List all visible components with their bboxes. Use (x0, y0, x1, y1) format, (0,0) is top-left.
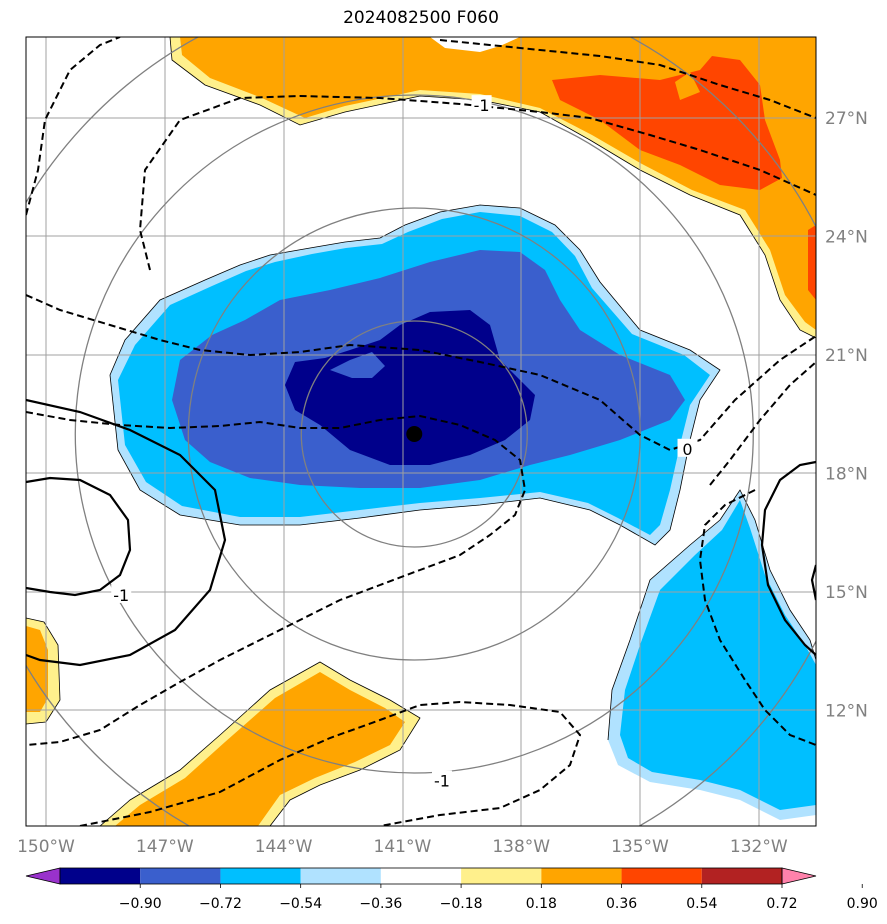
colorbar-swatch (461, 868, 542, 884)
colorbar-label: −0.54 (279, 896, 322, 912)
colorbar-extend-high (781, 867, 817, 885)
colorbar-label: 0.54 (686, 896, 717, 912)
colorbar-label: 0.90 (847, 896, 878, 912)
range-ring-3 (74, 94, 754, 774)
latitude-labels: 27°N 24°N 21°N 18°N 15°N 12°N (825, 109, 868, 722)
lon-label: 147°W (136, 837, 194, 857)
negative-anomaly-southeast (607, 489, 816, 820)
colorbar: −0.90 −0.72 −0.54 −0.36 −0.18 0.18 0.36 0.54 0.7… (25, 867, 878, 912)
longitude-labels: 150°W 147°W 144°W 141°W 138°W 135°W 132°W (17, 837, 788, 857)
colorbar-label: −0.36 (359, 896, 402, 912)
contour-label: 0 (682, 440, 692, 459)
lon-label: 150°W (17, 837, 75, 857)
colorbar-swatch (541, 868, 622, 884)
solid-contours (26, 398, 816, 667)
contour-label-background (432, 770, 452, 789)
colorbar-label: −0.90 (119, 896, 162, 912)
dashed-contours (26, 37, 816, 826)
contour-label-background (677, 438, 698, 457)
map-title: 2024082500 F060 (343, 8, 499, 28)
lon-label: 135°W (611, 837, 669, 857)
colorbar-swatch (300, 868, 381, 884)
contour-label-background (111, 584, 132, 603)
lon-label: 141°W (374, 837, 432, 857)
colorbar-label: 0.72 (766, 896, 797, 912)
colorbar-extend-low (25, 867, 61, 885)
lon-label: 132°W (730, 837, 788, 857)
map-frame (25, 36, 817, 827)
colorbar-swatch (60, 868, 141, 884)
map-area (26, 37, 816, 826)
colorbar-swatch (621, 868, 702, 884)
contour-label: -1 (474, 96, 490, 115)
lat-label: 24°N (825, 228, 868, 248)
colorbar-label: −0.72 (199, 896, 242, 912)
lat-label: 12°N (825, 702, 868, 722)
contour-label: -1 (113, 586, 129, 605)
colorbar-swatch (701, 868, 782, 884)
colorbar-swatch (380, 868, 462, 884)
colorbar-label: 0.18 (526, 896, 557, 912)
contour-label: -1 (434, 772, 450, 791)
lat-label: 21°N (825, 346, 868, 366)
lon-label: 144°W (255, 837, 313, 857)
colorbar-swatch (140, 868, 221, 884)
storm-center-marker (406, 426, 423, 442)
colorbar-swatch (220, 868, 301, 884)
lat-lon-grid (26, 37, 816, 826)
contour-label-background (471, 95, 492, 114)
lon-label: 138°W (492, 837, 550, 857)
colorbar-outline (59, 867, 783, 885)
lat-label: 18°N (825, 465, 868, 485)
positive-anomaly-north (169, 37, 816, 339)
lat-label: 15°N (825, 583, 868, 603)
colorbar-label: −0.18 (440, 896, 483, 912)
colorbar-label: 0.36 (606, 896, 637, 912)
range-ring-1 (300, 320, 528, 548)
contour-labels: -1 0 -1 -1 (111, 95, 698, 791)
lat-label: 27°N (825, 109, 868, 129)
